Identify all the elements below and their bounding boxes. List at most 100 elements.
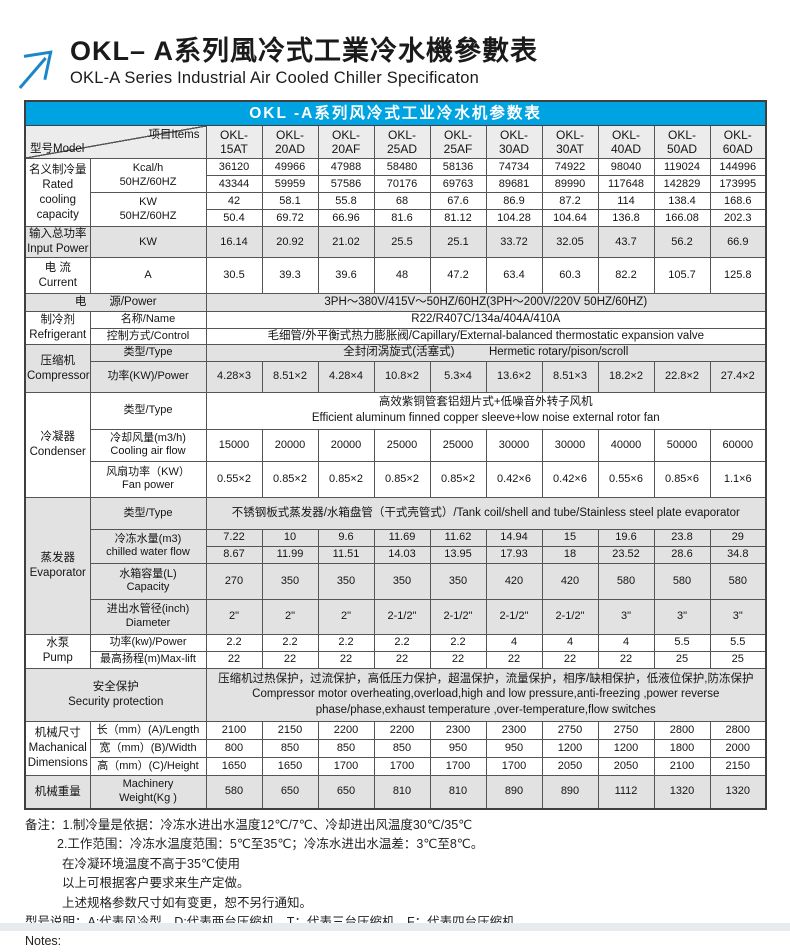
rated-kw-50hz-value: 42 — [205, 192, 263, 211]
rated-kcal-50hz-value: 74734 — [485, 158, 543, 177]
input-power-value: 16.14 — [205, 226, 263, 259]
note-line-notes-label: Notes: — [25, 934, 62, 949]
chilled-water-flow-60hz-value: 13.95 — [429, 545, 487, 564]
rated-kcal-60hz-value: 117648 — [597, 175, 655, 194]
pump-power-value: 2.2 — [429, 633, 487, 652]
item-type: 类型/Type — [89, 344, 207, 362]
machinery-weight-value: 580 — [205, 774, 263, 810]
pump-power-value: 4 — [485, 633, 543, 652]
dimension-length-value: 2750 — [541, 720, 599, 740]
fan-power-value: 0.85×6 — [653, 460, 711, 498]
rated-kw-60hz-value: 81.6 — [373, 209, 431, 228]
chilled-water-flow-50hz-value: 9.6 — [317, 528, 375, 547]
item-pump-power: 功率(kw)/Power — [89, 633, 207, 652]
dimension-height-value: 2050 — [541, 756, 599, 776]
chilled-water-flow-60hz-value: 11.99 — [261, 545, 319, 564]
model-header-okl-15at: OKL- 15AT — [205, 125, 263, 160]
rated-kcal-50hz-value: 119024 — [653, 158, 711, 177]
chilled-water-flow-60hz-value: 23.52 — [597, 545, 655, 564]
dimension-length-value: 2100 — [205, 720, 263, 740]
pump-power-value: 2.2 — [317, 633, 375, 652]
dimension-height-value: 1650 — [261, 756, 319, 776]
tank-capacity-value: 580 — [709, 562, 767, 600]
refrigerant-name-value: R22/R407C/134a/404A/410A — [205, 311, 767, 329]
fan-power-value: 0.55×6 — [597, 460, 655, 498]
machinery-weight-value: 810 — [429, 774, 487, 810]
notes-section: 备注：1.制冷量是依据：冷冻水进出水温度12℃/7℃、冷却进出风温度30℃/35… — [25, 816, 765, 952]
rated-kcal-60hz-value: 57586 — [317, 175, 375, 194]
table-row-machinery-weight: 机械重量 Machinery Weight(Kg ) 580 650 650 810 810 8… — [24, 774, 767, 810]
dimension-width-value: 850 — [373, 738, 431, 758]
pipe-diameter-value: 3" — [597, 598, 655, 635]
dimension-width-value: 800 — [205, 738, 263, 758]
pump-power-value: 5.5 — [709, 633, 767, 652]
table-row-current: 电 流 Current A 30.5 39.3 39.6 48 47.2 63.4 60.3 82.… — [24, 257, 767, 295]
cooling-air-flow-value: 60000 — [709, 428, 767, 462]
chilled-water-flow-50hz-value: 7.22 — [205, 528, 263, 547]
compressor-power-value: 18.2×2 — [597, 360, 655, 393]
pipe-diameter-value: 2-1/2" — [429, 598, 487, 635]
tank-capacity-value: 580 — [653, 562, 711, 600]
rated-kcal-50hz-value: 144996 — [709, 158, 767, 177]
pipe-diameter-value: 2-1/2" — [373, 598, 431, 635]
pipe-diameter-value: 2" — [205, 598, 263, 635]
rated-kw-50hz-value: 114 — [597, 192, 655, 211]
spec-table: OKL -A系列风冷式工业冷水机参数表 项目Items 型号Model OKL- 15A… — [24, 100, 768, 811]
input-power-value: 33.72 — [485, 226, 543, 259]
table-row-chilled-water-flow-50hz: 冷冻水量(m3) chilled water flow 7.22 10 9.6 11.69… — [25, 528, 767, 564]
dimension-width-value: 2000 — [709, 738, 767, 758]
table-row-rated-kcal-50hz: 名义制冷量 Rated cooling capacity Kcal/h 50HZ/60HZ… — [24, 158, 767, 228]
pump-max-lift-value: 22 — [541, 650, 599, 669]
item-fan-power: 风扇功率（KW） Fan power — [89, 460, 207, 498]
pump-max-lift-value: 22 — [205, 650, 263, 669]
cooling-air-flow-value: 25000 — [373, 428, 431, 462]
item-kw: KW 50HZ/60HZ — [89, 192, 207, 228]
dimension-height-value: 2150 — [709, 756, 767, 776]
rated-kcal-50hz-value: 58136 — [429, 158, 487, 177]
compressor-power-value: 22.8×2 — [653, 360, 711, 393]
table-row-input-power: 输入总功率 Input Power KW 16.14 20.92 21.02 25.5 25.… — [24, 226, 767, 259]
item-max-lift: 最高扬程(m)Max-lift — [89, 650, 207, 669]
current-value: 105.7 — [653, 257, 711, 295]
table-row-rated-kcal-60hz: 43344 59959 57586 70176 69763 89681 89990 11764… — [25, 175, 767, 194]
table-row-dimension-length: 机械尺寸 Machanical Dimensions 长（mm）(A)/Length 2… — [24, 720, 767, 776]
tank-capacity-value: 580 — [597, 562, 655, 600]
dimension-length-value: 2300 — [485, 720, 543, 740]
row-group-condenser: 冷凝器 Condenser — [24, 391, 91, 498]
input-power-value: 20.92 — [261, 226, 319, 259]
fan-power-value: 0.42×6 — [485, 460, 543, 498]
table-band-title: OKL -A系列风冷式工业冷水机参数表 — [24, 100, 767, 127]
page-header: OKL– A系列風冷式工業冷水機參數表 OKL-A Series Industr… — [14, 36, 538, 94]
current-value: 63.4 — [485, 257, 543, 295]
rated-kcal-60hz-value: 89990 — [541, 175, 599, 194]
fan-power-value: 0.85×2 — [373, 460, 431, 498]
row-group-dimensions: 机械尺寸 Machanical Dimensions — [24, 720, 91, 776]
note-line-1: 备注：1.制冷量是依据：冷冻水进出水温度12℃/7℃、冷却进出风温度30℃/35… — [25, 818, 473, 832]
rated-kw-60hz-value: 69.72 — [261, 209, 319, 228]
dimension-length-value: 2800 — [653, 720, 711, 740]
row-group-pump: 水泵 Pump — [24, 633, 91, 669]
page-title: OKL– A系列風冷式工業冷水機參數表 — [70, 36, 539, 66]
rated-kw-50hz-value: 67.6 — [429, 192, 487, 211]
item-cooling-air-flow: 冷却风量(m3/h) Cooling air flow — [89, 428, 207, 462]
chilled-water-flow-60hz-value: 18 — [541, 545, 599, 564]
current-value: 125.8 — [709, 257, 767, 295]
pump-max-lift-value: 22 — [429, 650, 487, 669]
current-value: 39.3 — [261, 257, 319, 295]
pump-max-lift-value: 22 — [317, 650, 375, 669]
current-value: 30.5 — [205, 257, 263, 295]
cooling-air-flow-value: 20000 — [261, 428, 319, 462]
table-row-evaporator-type: 蒸发器 Evaporator 类型/Type 不锈钢板式蒸发器/水箱盘管（干式壳管式）… — [24, 496, 767, 635]
machinery-weight-value: 890 — [485, 774, 543, 810]
rated-kw-50hz-value: 68 — [373, 192, 431, 211]
model-header-okl-25af: OKL- 25AF — [429, 125, 487, 160]
current-value: 60.3 — [541, 257, 599, 295]
rated-kcal-50hz-value: 98040 — [597, 158, 655, 177]
rated-kcal-50hz-value: 36120 — [205, 158, 263, 177]
fan-power-value: 0.42×6 — [541, 460, 599, 498]
chilled-water-flow-50hz-value: 11.62 — [429, 528, 487, 547]
rated-kcal-50hz-value: 58480 — [373, 158, 431, 177]
pipe-diameter-value: 2" — [317, 598, 375, 635]
compressor-power-value: 8.51×2 — [261, 360, 319, 393]
model-header-okl-25ad: OKL- 25AD — [373, 125, 431, 160]
